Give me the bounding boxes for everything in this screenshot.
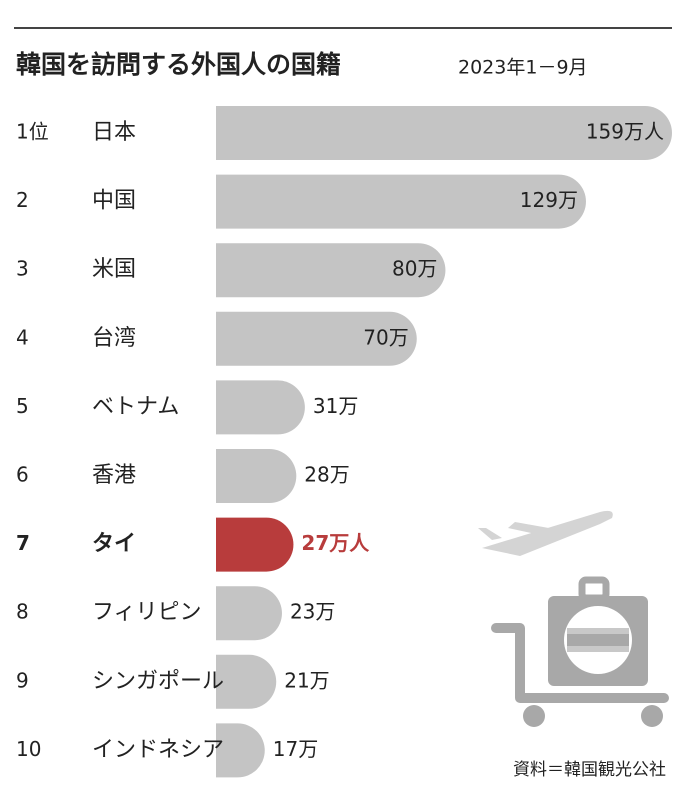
rank-label: 5 [16,394,29,418]
bar [216,723,265,778]
luggage-icon [491,576,669,727]
rank-label: 3 [16,257,29,281]
bar [216,586,282,641]
rank-label: 4 [16,325,29,349]
bar [216,380,305,435]
category-label: 台湾 [92,326,136,351]
chart-title: 韓国を訪問する外国人の国籍 [16,50,341,79]
category-label: 日本 [92,120,136,145]
rank-label: 2 [16,188,29,212]
rank-label: 7 [16,531,30,555]
value-label: 23万 [290,600,335,624]
category-label: ベトナム [92,394,179,419]
rank-label: 10 [16,737,41,761]
value-label: 70万 [363,325,408,349]
category-label: フィリピン [92,600,202,625]
value-label: 17万 [273,737,318,761]
bar [216,449,297,503]
category-label: タイ [92,532,136,557]
bar [216,311,417,366]
category-label: シンガポール [92,669,224,694]
rank-label: 6 [16,463,29,487]
bar [216,174,586,229]
bar [216,654,277,709]
bar [216,243,446,298]
bar [216,517,294,572]
value-label: 21万 [284,668,329,692]
value-label: 27万人 [301,531,370,555]
plane-icon [478,510,613,556]
value-label: 129万 [520,188,578,212]
category-label: 米国 [92,257,136,282]
source-note: 資料＝韓国観光公社 [513,760,666,780]
chart-subtitle: 2023年1－9月 [458,57,588,79]
value-label: 31万 [313,394,358,418]
category-label: インドネシア [92,737,224,762]
category-label: 中国 [92,189,136,214]
rank-label: 9 [16,668,29,692]
rank-label: 8 [16,600,29,624]
value-label: 159万人 [586,120,664,144]
value-label: 80万 [392,257,437,281]
value-label: 28万 [304,463,349,487]
category-label: 香港 [92,463,136,488]
bar [216,106,672,160]
rank-label: 1位 [16,120,49,144]
